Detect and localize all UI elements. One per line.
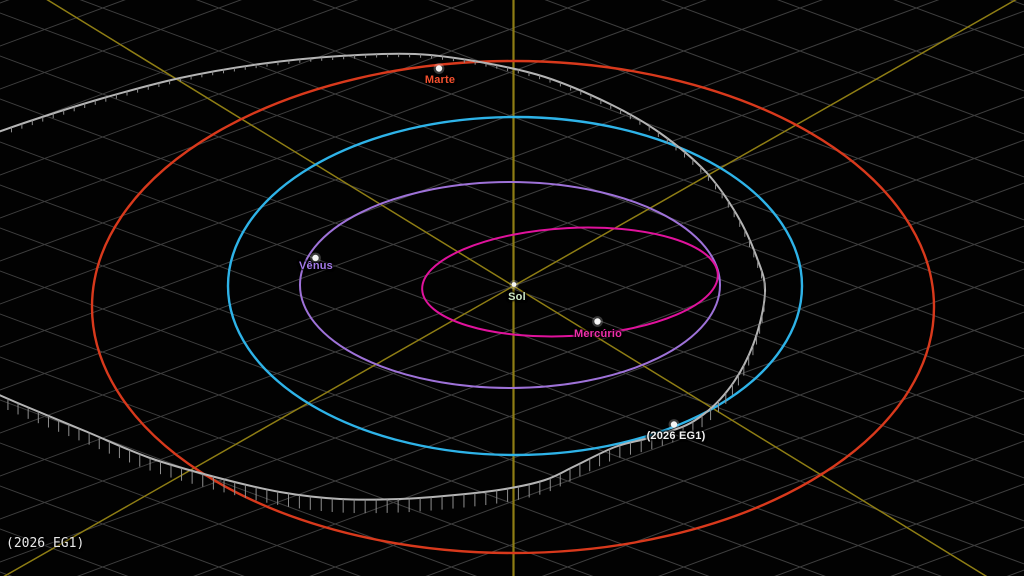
- grid-line: [0, 182, 1024, 563]
- grid-line: [0, 139, 1024, 520]
- grid-line: [774, 483, 1024, 576]
- grid-line: [0, 98, 1024, 479]
- grid-line: [309, 311, 1024, 576]
- grid-line: [0, 485, 245, 576]
- info-panel: (2026 EG1) Distância da Terra: 6,69 x 10…: [6, 489, 272, 576]
- grid-line: [541, 397, 1024, 576]
- grid-line: [0, 10, 1024, 391]
- grid-line: [893, 0, 1024, 49]
- grid-line: [776, 0, 1024, 92]
- grid-line: [428, 0, 1024, 221]
- mercury-orbit: [421, 226, 719, 338]
- grid-line: [660, 0, 1024, 135]
- grid-line: [0, 270, 826, 576]
- grid-line: [1009, 0, 1024, 6]
- grid-line: [544, 0, 1024, 178]
- venus-orbit: [299, 181, 721, 389]
- grid-line: [195, 0, 1024, 307]
- asteroid-orbit: [0, 52, 767, 501]
- grid-line: [425, 354, 1024, 576]
- grid-line: [0, 0, 475, 176]
- earth-orbit: [226, 115, 804, 457]
- grid-line: [0, 55, 1024, 436]
- grid-line: [0, 0, 10, 4]
- mars-label: Marte: [424, 74, 456, 86]
- info-object-name: (2026 EG1): [6, 536, 85, 551]
- grid-line: [0, 399, 478, 576]
- asteroid-label: (2026 EG1): [646, 430, 706, 442]
- grid-line: [0, 0, 591, 219]
- asteroid-dot: [670, 421, 678, 428]
- sun-dot: [511, 282, 517, 287]
- grid-line: [312, 0, 1024, 264]
- grid-line: [0, 0, 824, 305]
- venus-dot: [312, 254, 319, 262]
- grid-line: [0, 141, 1024, 522]
- grid-line: [0, 0, 242, 90]
- sun-label: Sol: [508, 291, 526, 303]
- asteroid-orbit-layer: [0, 52, 767, 514]
- grid-line: [658, 440, 1024, 576]
- orbits-layer: [90, 59, 936, 555]
- grid-line: [0, 53, 1024, 434]
- grid-line: [0, 0, 940, 348]
- grid-line: [0, 227, 942, 576]
- mercury-dot: [594, 318, 601, 325]
- grid-line: [0, 0, 359, 133]
- mars-dot: [435, 65, 443, 72]
- grid-line: [79, 0, 1024, 350]
- asteroid-orbit-ticks: [7, 53, 766, 514]
- mars-orbit: [90, 59, 936, 555]
- grid-line: [193, 268, 1024, 576]
- grid-line: [0, 313, 710, 576]
- mercury-label: Mercúrio: [573, 328, 623, 340]
- grid-line: [0, 356, 594, 576]
- grid-line: [76, 225, 1024, 576]
- grid-line: [0, 0, 707, 262]
- body-dots-layer: [310, 63, 680, 430]
- venus-label: Vênus: [298, 260, 334, 272]
- grid-line: [0, 12, 1024, 393]
